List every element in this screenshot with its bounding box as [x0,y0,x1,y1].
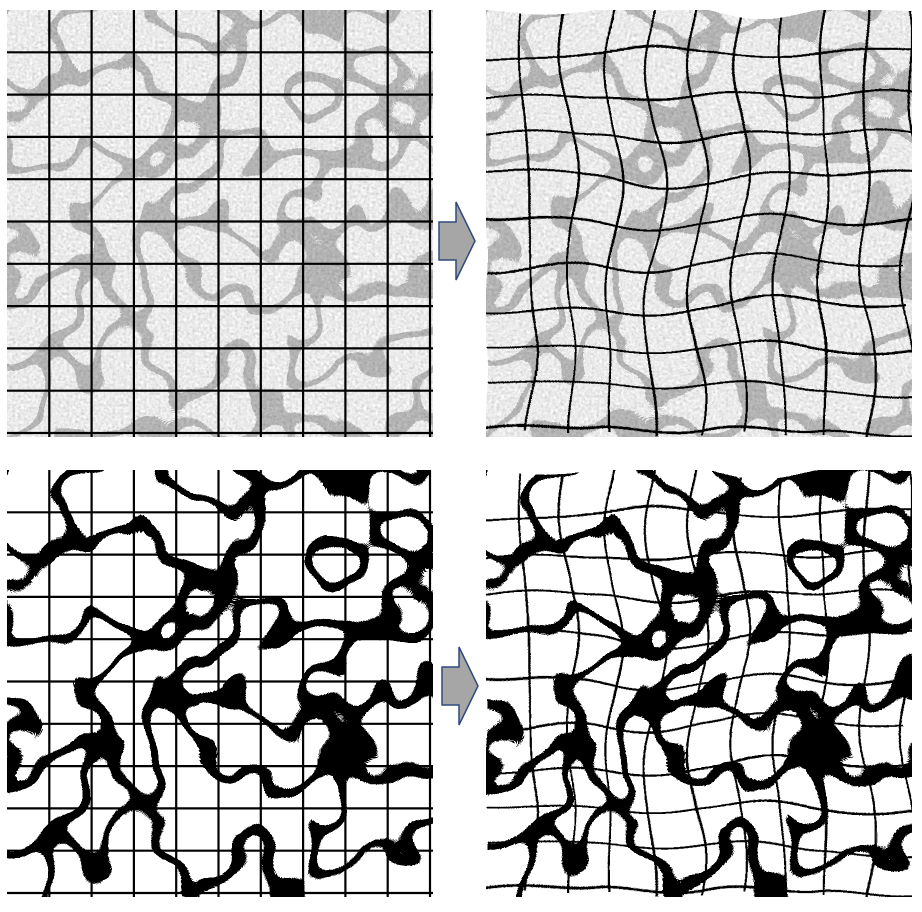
arrow [441,646,479,726]
em-image-deformed [486,10,912,437]
em-image [7,10,433,437]
arrow [438,201,476,281]
label-mask-deformed [486,470,912,897]
label-mask [7,470,433,897]
